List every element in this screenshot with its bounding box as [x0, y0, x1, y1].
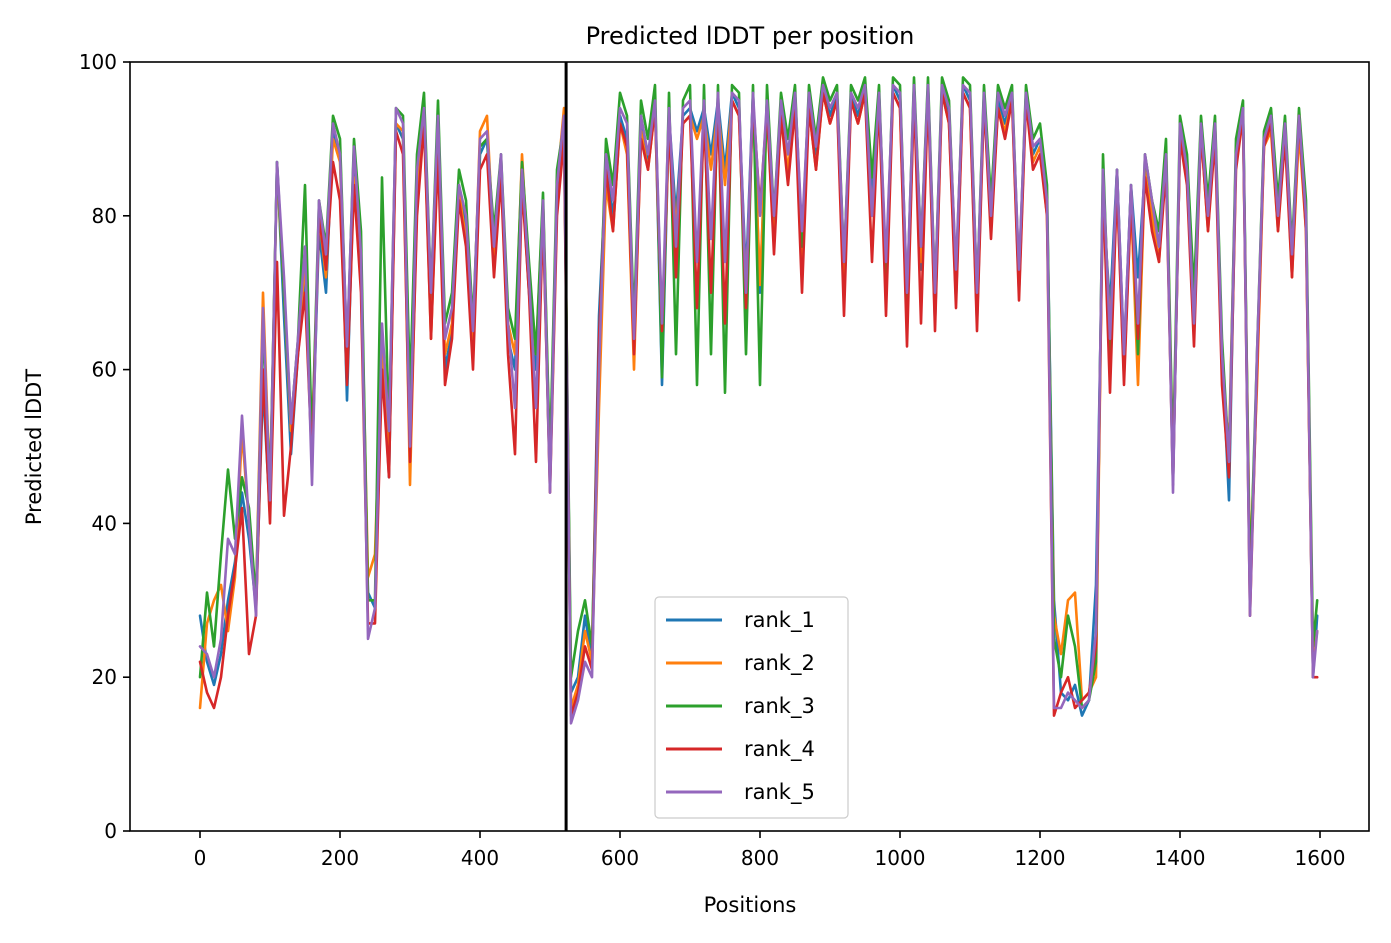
y-tick-label: 0 [104, 819, 117, 843]
legend-label-rank_1: rank_1 [744, 608, 815, 633]
y-tick-label: 60 [92, 358, 117, 382]
x-tick-label: 1200 [1015, 846, 1066, 870]
x-tick-label: 800 [741, 846, 779, 870]
series-layer [198, 76, 1319, 725]
legend-label-rank_5: rank_5 [744, 780, 815, 805]
y-tick-label: 40 [92, 511, 117, 535]
y-tick-label: 100 [79, 50, 117, 74]
legend-label-rank_4: rank_4 [744, 737, 815, 762]
x-tick-label: 600 [601, 846, 639, 870]
plot-frame [129, 61, 1370, 832]
legend: rank_1 rank_2 rank_3 rank_4 rank_5 [654, 596, 849, 819]
legend-label-rank_3: rank_3 [744, 694, 815, 719]
x-tick-label: 1400 [1155, 846, 1206, 870]
legend-items: rank_1 rank_2 rank_3 rank_4 rank_5 [666, 608, 815, 805]
y-tick-label: 80 [92, 204, 117, 228]
legend-label-rank_2: rank_2 [744, 651, 815, 676]
x-tick-label: 200 [321, 846, 359, 870]
x-axis-label: Positions [704, 893, 797, 917]
x-tick-label: 1000 [875, 846, 926, 870]
x-tick-label: 0 [194, 846, 207, 870]
axes-layer: 0 200 400 600 800 1000 1200 1400 1600 0 20 40 60 80 10… [79, 50, 1370, 870]
y-tick-label: 20 [92, 665, 117, 689]
series-line-rank_5 [198, 83, 1319, 725]
y-axis-label: Predicted lDDT [22, 369, 46, 525]
x-tick-label: 1600 [1295, 846, 1346, 870]
x-tick-label: 400 [461, 846, 499, 870]
chart-title: Predicted lDDT per position [586, 22, 915, 50]
legend-frame [654, 596, 849, 819]
